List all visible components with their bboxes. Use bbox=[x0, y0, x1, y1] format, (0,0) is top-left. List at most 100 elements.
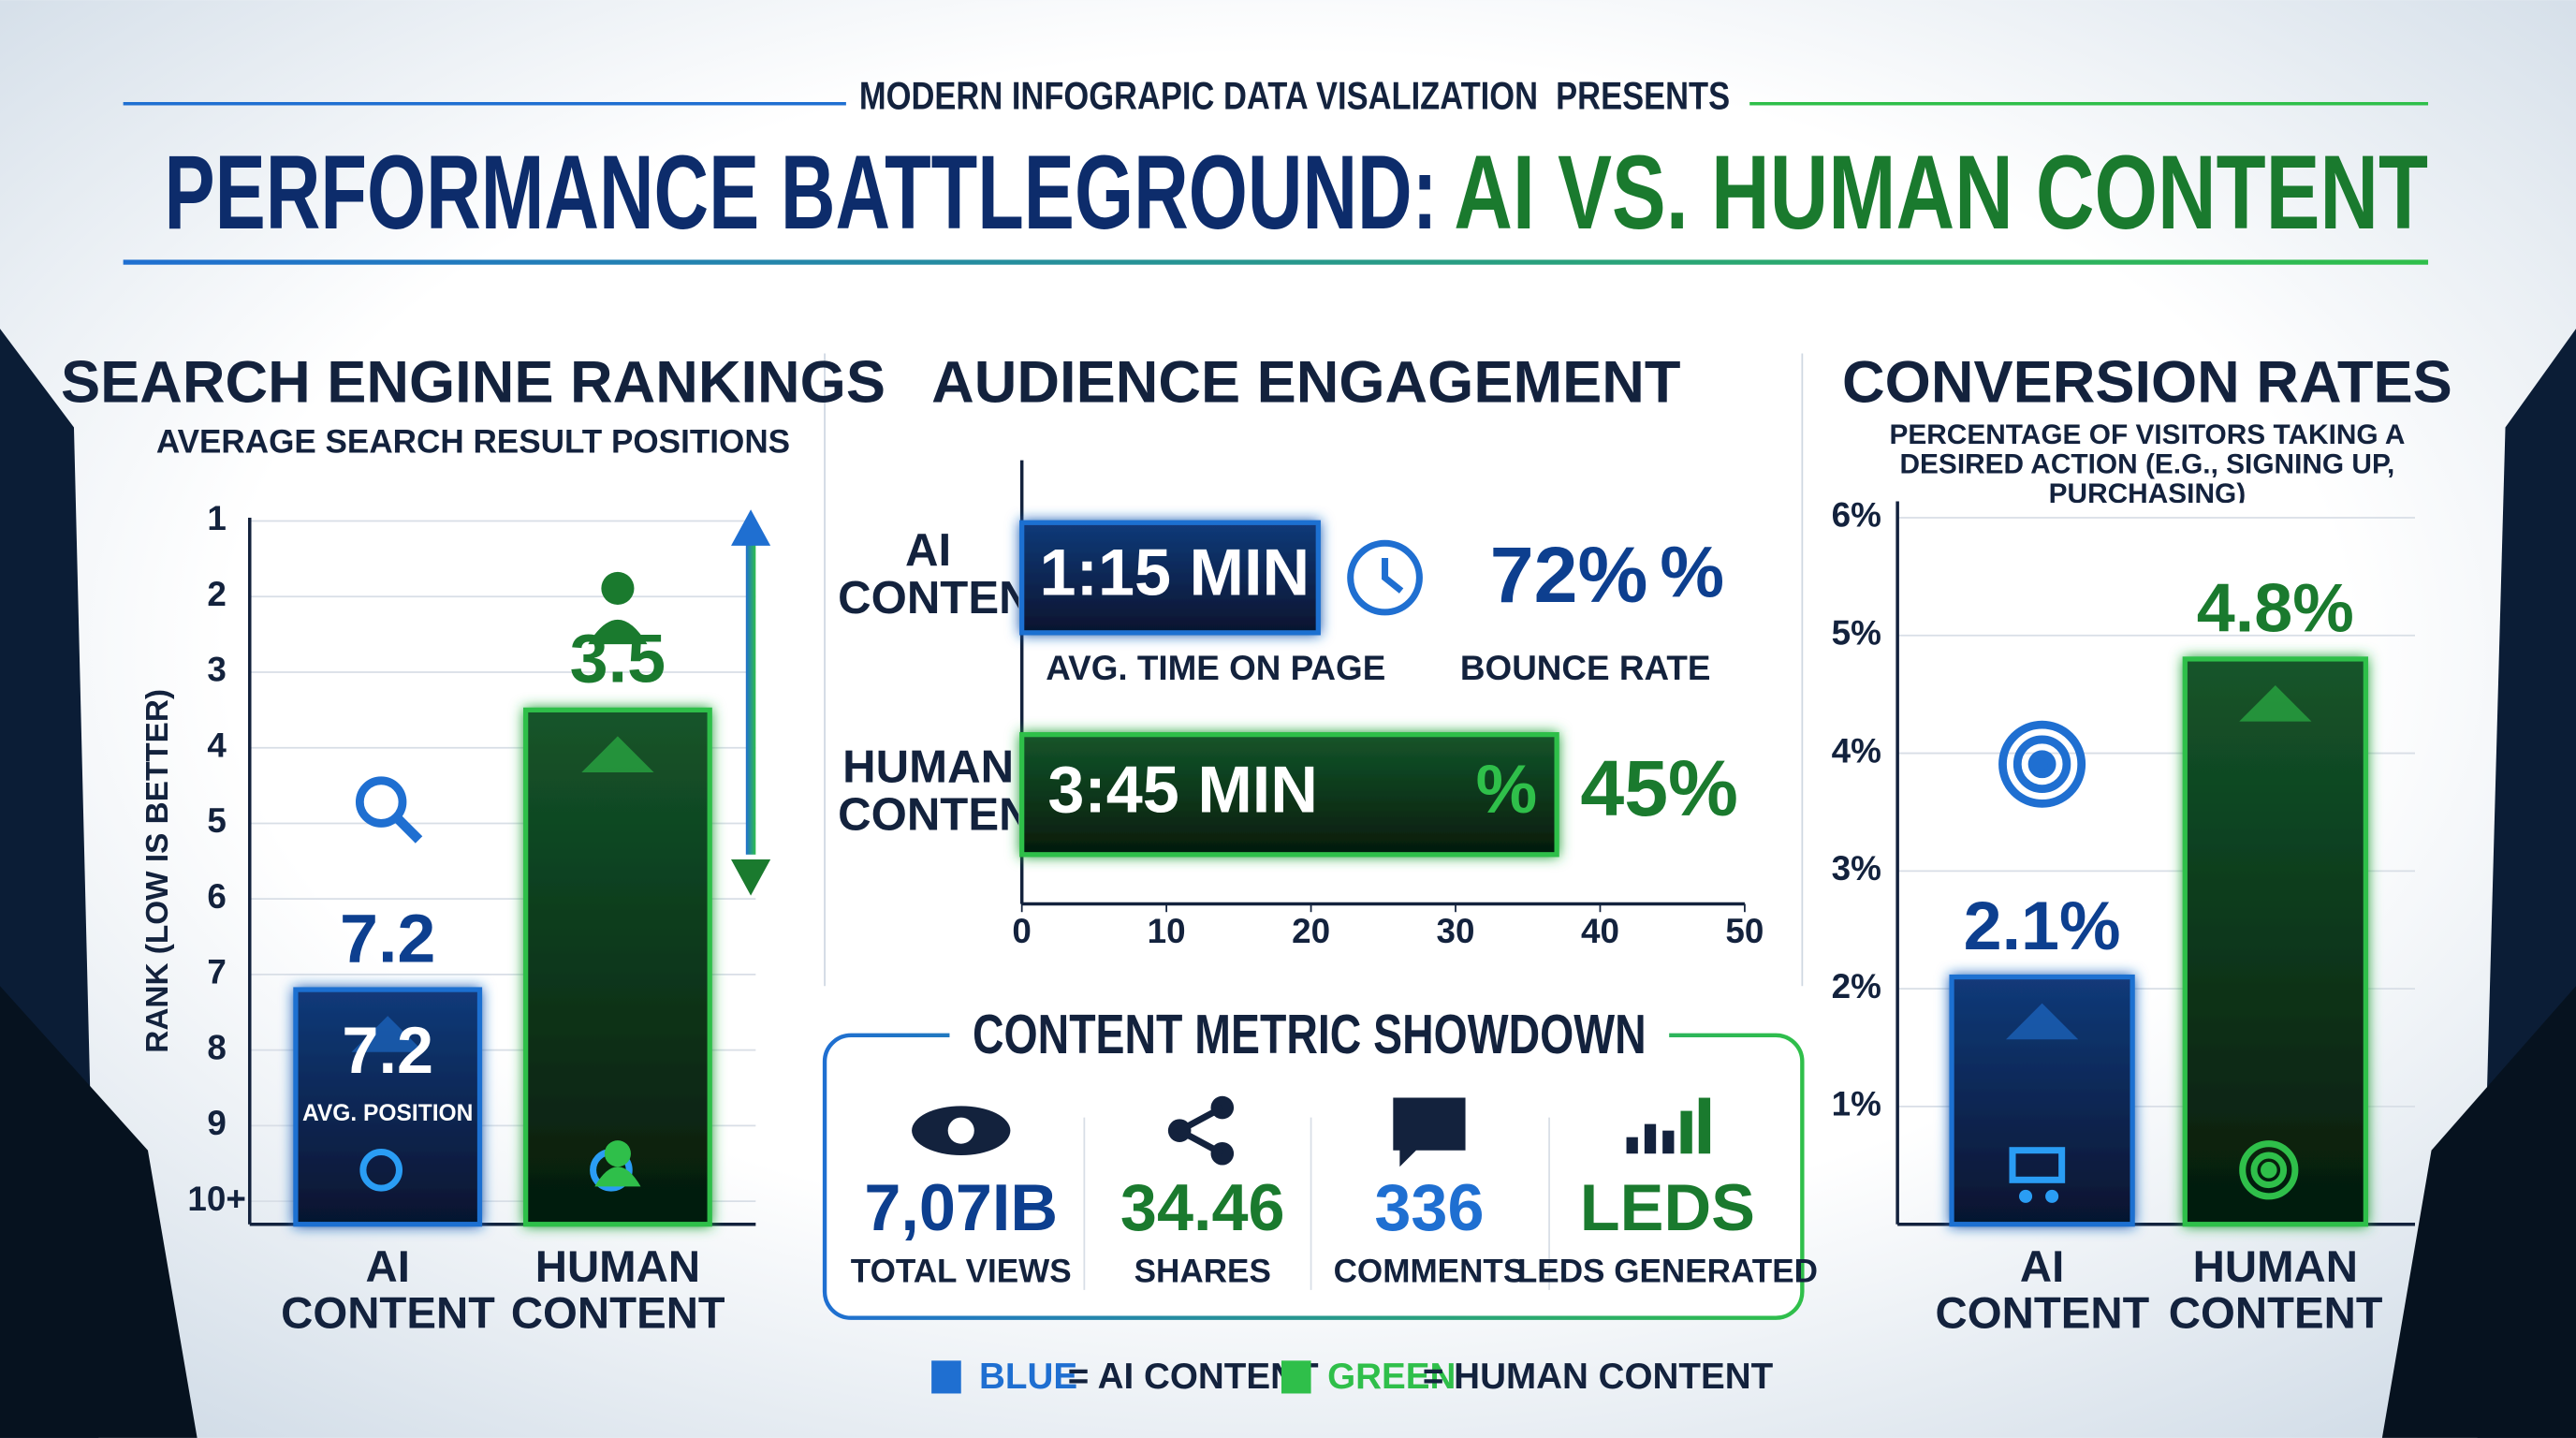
time-label: 3:45 MIN bbox=[1047, 752, 1318, 826]
icon-cart bbox=[2045, 1189, 2059, 1203]
icon-user bbox=[588, 619, 648, 645]
metric-value: LEDS bbox=[1580, 1170, 1755, 1244]
metric-value: 336 bbox=[1374, 1170, 1484, 1244]
y-tick-label: HUMAN CONTENT bbox=[838, 741, 1018, 840]
metric-label: SHARES bbox=[1134, 1254, 1271, 1290]
icon-chart bbox=[1662, 1130, 1675, 1154]
showdown-title: CONTENT METRIC SHOWDOWN bbox=[973, 1003, 1647, 1065]
x-tick-label: HUMAN CONTENT bbox=[510, 1243, 724, 1339]
rank-arrow bbox=[731, 859, 771, 896]
y-tick-label: 3 bbox=[207, 651, 227, 689]
icon-search bbox=[355, 776, 407, 828]
y-axis-label: RANK (LOW IS BETTER) bbox=[140, 689, 175, 1053]
value-label: 4.8% bbox=[2197, 568, 2354, 646]
icon-target bbox=[2250, 1152, 2288, 1189]
metric-value: 34.46 bbox=[1120, 1170, 1285, 1244]
y-tick-label: 4 bbox=[207, 726, 227, 764]
icon-search bbox=[392, 813, 423, 844]
bar-chevron bbox=[581, 736, 654, 773]
headline-accent: AI VS. HUMAN CONTENT bbox=[1454, 133, 2428, 251]
y-tick-label: 4% bbox=[1832, 731, 1881, 770]
x-tick-label: 30 bbox=[1437, 912, 1475, 950]
chart-subtitle-box: PERCENTAGE OF VISITORS TAKING A DESIRED … bbox=[1889, 420, 2406, 504]
icon-cart bbox=[2019, 1189, 2033, 1203]
y-tick-label: 2% bbox=[1832, 967, 1881, 1005]
header-rule-bottom bbox=[123, 259, 2429, 265]
x-tick-label: 40 bbox=[1581, 912, 1619, 950]
legend-text: = AI CONTENT bbox=[1068, 1357, 1319, 1397]
bar bbox=[523, 707, 712, 1227]
x-tick-label: 50 bbox=[1725, 912, 1764, 950]
x-tick-label-box: AI CONTENT bbox=[1935, 1243, 2149, 1339]
y-tick-label-box: AI CONTENT bbox=[838, 525, 1018, 622]
bar bbox=[1019, 732, 1559, 858]
bar-chevron bbox=[2005, 1003, 2079, 1040]
icon-user bbox=[594, 1167, 641, 1187]
icon-search bbox=[359, 1148, 402, 1192]
bar bbox=[2182, 656, 2368, 1227]
icon-clock bbox=[1382, 558, 1404, 594]
time-label: 1:15 MIN bbox=[1040, 536, 1310, 609]
x-tick-label: 0 bbox=[1012, 912, 1032, 950]
y-tick-label: 10+ bbox=[187, 1180, 246, 1218]
value-label: 2.1% bbox=[1964, 887, 2121, 964]
icon-user bbox=[601, 571, 635, 606]
bounce-icon: % bbox=[1660, 532, 1724, 612]
y-tick-label-box: HUMAN CONTENT bbox=[838, 741, 1018, 840]
y-tick-label: 8 bbox=[207, 1028, 227, 1066]
icon-comment bbox=[1393, 1097, 1466, 1167]
y-tick-label: 5% bbox=[1832, 614, 1881, 653]
corner-right-dark bbox=[2381, 986, 2576, 1438]
icon-share bbox=[1172, 1104, 1224, 1157]
icon-target bbox=[2012, 735, 2071, 793]
showdown-title-bg bbox=[949, 1005, 1670, 1068]
legend-swatch bbox=[931, 1360, 961, 1394]
icon-eye bbox=[947, 1117, 974, 1144]
y-tick-label: 1 bbox=[207, 499, 227, 537]
chart-subtitle: PERCENTAGE OF VISITORS TAKING A DESIRED … bbox=[1889, 420, 2406, 504]
bar-chevron bbox=[2239, 685, 2312, 722]
bounce-caption: BOUNCE RATE bbox=[1460, 649, 1710, 687]
legend-text: = HUMAN CONTENT bbox=[1423, 1357, 1774, 1397]
chart-title: SEARCH ENGINE RANKINGS bbox=[61, 349, 886, 415]
y-tick-label: 6 bbox=[207, 877, 227, 916]
bounce-value: 72% bbox=[1490, 531, 1648, 619]
x-tick-label: AI CONTENT bbox=[281, 1243, 495, 1339]
chart-title: AUDIENCE ENGAGEMENT bbox=[931, 349, 1680, 415]
y-tick-label: 5 bbox=[207, 801, 227, 840]
legend-key: BLUE bbox=[979, 1357, 1077, 1397]
x-tick-label-box: HUMAN CONTENT bbox=[2168, 1243, 2382, 1339]
icon-target bbox=[2239, 1140, 2299, 1200]
annotation: AVG. POSITION bbox=[302, 1101, 473, 1126]
metric-label: COMMENTS bbox=[1334, 1254, 1526, 1290]
icon-clock bbox=[1347, 539, 1423, 616]
x-tick-label: HUMAN CONTENT bbox=[2168, 1243, 2382, 1339]
metric-label: LEDS GENERATED bbox=[1517, 1254, 1818, 1290]
icon-chart bbox=[1626, 1137, 1638, 1154]
legend-swatch bbox=[1281, 1360, 1311, 1394]
icon-chart bbox=[1644, 1123, 1657, 1154]
icon-chart bbox=[1680, 1110, 1692, 1154]
metric-value: 7,07IB bbox=[864, 1170, 1058, 1244]
metric-label: TOTAL VIEWS bbox=[851, 1254, 1072, 1290]
y-tick-label: 9 bbox=[207, 1104, 227, 1142]
x-tick-label-box: HUMAN CONTENT bbox=[510, 1243, 724, 1339]
legend-key: GREEN bbox=[1327, 1357, 1456, 1397]
bar-chevron bbox=[351, 1016, 424, 1052]
corner-left-dark bbox=[0, 986, 198, 1438]
rank-arrow bbox=[731, 509, 771, 546]
x-tick-label: AI CONTENT bbox=[1935, 1243, 2149, 1339]
value-label-inner: 7.2 bbox=[342, 1013, 433, 1087]
y-tick-label: 7 bbox=[207, 953, 227, 991]
y-tick-label: 3% bbox=[1832, 849, 1881, 888]
x-tick-label-box: AI CONTENT bbox=[281, 1243, 495, 1339]
icon-cart bbox=[2009, 1147, 2066, 1183]
rank-arrow bbox=[745, 542, 756, 855]
value-label: 7.2 bbox=[340, 899, 435, 976]
x-tick-label: 20 bbox=[1292, 912, 1330, 950]
icon-target bbox=[2261, 1161, 2277, 1179]
y-tick-label: 1% bbox=[1832, 1085, 1881, 1123]
bar bbox=[1019, 520, 1321, 636]
